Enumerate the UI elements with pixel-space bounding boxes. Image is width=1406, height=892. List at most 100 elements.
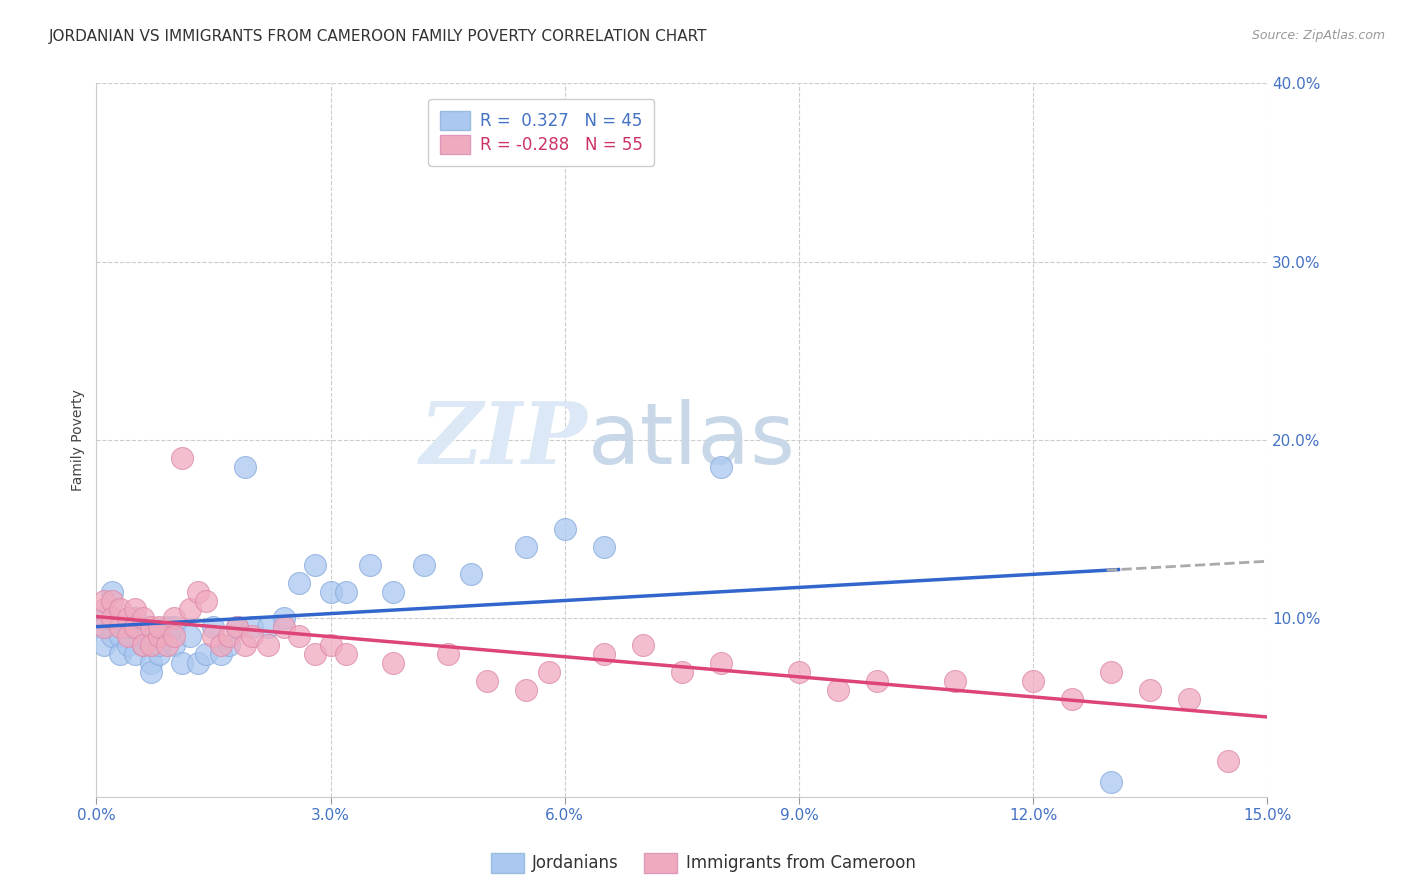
Point — [209, 638, 232, 652]
Point — [335, 647, 357, 661]
Point — [273, 611, 295, 625]
Point — [538, 665, 561, 679]
Point — [631, 638, 654, 652]
Point — [475, 673, 498, 688]
Point — [218, 629, 240, 643]
Point — [273, 620, 295, 634]
Point — [117, 638, 139, 652]
Point — [132, 638, 155, 652]
Point — [93, 593, 115, 607]
Point — [319, 638, 342, 652]
Point — [117, 620, 139, 634]
Point — [304, 558, 326, 572]
Point — [139, 620, 162, 634]
Point — [413, 558, 436, 572]
Point — [257, 638, 280, 652]
Point — [827, 682, 849, 697]
Point — [132, 638, 155, 652]
Point — [163, 629, 186, 643]
Point — [1139, 682, 1161, 697]
Point — [155, 638, 177, 652]
Point — [515, 682, 537, 697]
Point — [233, 459, 256, 474]
Point — [515, 540, 537, 554]
Point — [218, 638, 240, 652]
Point — [242, 629, 264, 643]
Point — [132, 629, 155, 643]
Point — [288, 575, 311, 590]
Point — [139, 665, 162, 679]
Point — [117, 629, 139, 643]
Legend: Jordanians, Immigrants from Cameroon: Jordanians, Immigrants from Cameroon — [484, 847, 922, 880]
Point — [139, 638, 162, 652]
Point — [257, 620, 280, 634]
Text: atlas: atlas — [588, 399, 796, 482]
Point — [710, 459, 733, 474]
Point — [148, 620, 170, 634]
Point — [93, 620, 115, 634]
Point — [179, 602, 201, 616]
Legend: R =  0.327   N = 45, R = -0.288   N = 55: R = 0.327 N = 45, R = -0.288 N = 55 — [429, 99, 654, 166]
Point — [671, 665, 693, 679]
Point — [288, 629, 311, 643]
Point — [233, 638, 256, 652]
Point — [866, 673, 889, 688]
Point — [787, 665, 810, 679]
Text: JORDANIAN VS IMMIGRANTS FROM CAMEROON FAMILY POVERTY CORRELATION CHART: JORDANIAN VS IMMIGRANTS FROM CAMEROON FA… — [49, 29, 707, 44]
Point — [382, 656, 405, 670]
Point — [124, 602, 146, 616]
Point — [1022, 673, 1045, 688]
Point — [359, 558, 381, 572]
Point — [187, 656, 209, 670]
Point — [1099, 775, 1122, 789]
Text: Source: ZipAtlas.com: Source: ZipAtlas.com — [1251, 29, 1385, 42]
Point — [304, 647, 326, 661]
Point — [554, 522, 576, 536]
Point — [319, 584, 342, 599]
Point — [124, 620, 146, 634]
Point — [382, 584, 405, 599]
Point — [148, 638, 170, 652]
Point — [436, 647, 458, 661]
Point — [1218, 754, 1240, 768]
Point — [710, 656, 733, 670]
Point — [172, 656, 194, 670]
Point — [124, 647, 146, 661]
Point — [225, 620, 247, 634]
Point — [179, 629, 201, 643]
Point — [101, 593, 124, 607]
Y-axis label: Family Poverty: Family Poverty — [72, 389, 86, 491]
Point — [148, 647, 170, 661]
Point — [335, 584, 357, 599]
Point — [124, 611, 146, 625]
Point — [592, 647, 614, 661]
Point — [93, 620, 115, 634]
Point — [93, 611, 115, 625]
Point — [172, 450, 194, 465]
Point — [460, 566, 482, 581]
Point — [209, 647, 232, 661]
Point — [943, 673, 966, 688]
Point — [194, 647, 217, 661]
Point — [163, 611, 186, 625]
Point — [1062, 691, 1084, 706]
Point — [139, 656, 162, 670]
Point — [202, 620, 225, 634]
Point — [101, 611, 124, 625]
Point — [202, 629, 225, 643]
Point — [117, 611, 139, 625]
Point — [132, 611, 155, 625]
Point — [93, 602, 115, 616]
Point — [592, 540, 614, 554]
Point — [155, 620, 177, 634]
Text: ZIP: ZIP — [420, 399, 588, 482]
Point — [101, 584, 124, 599]
Point — [163, 638, 186, 652]
Point — [225, 620, 247, 634]
Point — [194, 593, 217, 607]
Point — [108, 629, 131, 643]
Point — [163, 620, 186, 634]
Point — [108, 647, 131, 661]
Point — [187, 584, 209, 599]
Point — [101, 629, 124, 643]
